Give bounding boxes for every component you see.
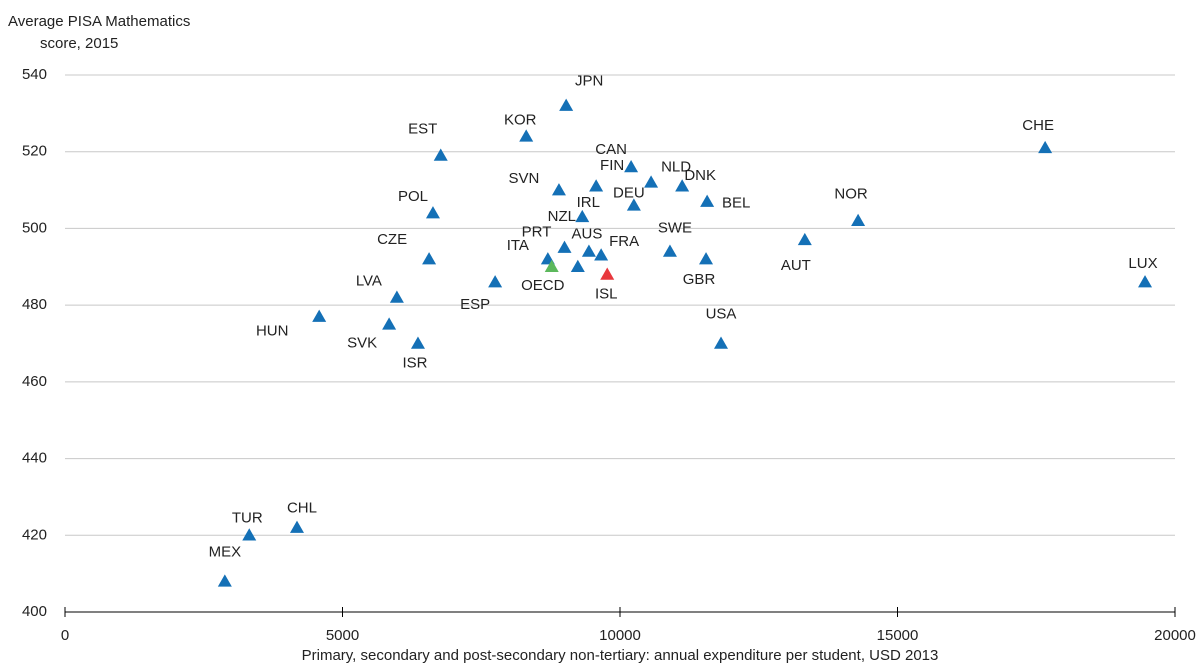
point xyxy=(425,206,440,219)
point xyxy=(551,183,566,196)
y-axis-title: score, 2015 xyxy=(40,35,118,52)
x-tick-label: 0 xyxy=(61,627,69,644)
point-label: FIN xyxy=(600,157,624,174)
point xyxy=(581,244,596,257)
point-label: CAN xyxy=(595,141,627,158)
x-axis-title: Primary, secondary and post-secondary no… xyxy=(302,647,939,664)
y-tick-label: 520 xyxy=(22,143,47,160)
point-label: TUR xyxy=(232,509,263,526)
point xyxy=(289,520,304,533)
point xyxy=(594,248,609,261)
point-label: NLD xyxy=(661,158,691,175)
point-label: MEX xyxy=(209,543,242,560)
point xyxy=(488,275,503,288)
y-tick-label: 400 xyxy=(22,603,47,620)
point-label: NOR xyxy=(834,186,868,203)
point xyxy=(600,267,615,280)
x-tick-label: 10000 xyxy=(599,627,641,644)
point xyxy=(519,129,534,142)
point xyxy=(624,160,639,173)
point xyxy=(575,209,590,223)
point-label: ESP xyxy=(460,296,490,313)
point-label: LVA xyxy=(356,272,382,289)
point xyxy=(433,148,448,161)
point xyxy=(700,194,715,207)
point xyxy=(589,179,604,192)
point xyxy=(389,290,404,303)
point xyxy=(544,259,559,273)
x-tick-label: 15000 xyxy=(877,627,919,644)
point-label: AUT xyxy=(781,257,811,274)
point xyxy=(662,244,677,257)
point xyxy=(217,574,232,587)
point-label: EST xyxy=(408,121,437,138)
point-label: BEL xyxy=(722,195,750,212)
point-label: NZL xyxy=(548,208,576,225)
point xyxy=(851,213,866,227)
point-label: POL xyxy=(398,188,428,205)
point-label: USA xyxy=(706,305,737,322)
point-label: PRT xyxy=(522,224,552,241)
point-label: CHE xyxy=(1022,117,1054,134)
point-label: FRA xyxy=(609,233,639,250)
point xyxy=(570,259,585,273)
point xyxy=(382,317,397,330)
point-label: LUX xyxy=(1128,255,1157,272)
point xyxy=(675,179,690,192)
point xyxy=(626,198,641,211)
y-tick-label: 480 xyxy=(22,296,47,313)
point xyxy=(797,232,812,246)
point-label: GBR xyxy=(683,271,716,288)
x-tick-label: 5000 xyxy=(326,627,359,644)
point-label: SVN xyxy=(509,170,540,187)
point-label: IRL xyxy=(577,194,600,211)
point-label: HUN xyxy=(256,323,289,340)
point-label: DNK xyxy=(684,167,716,184)
y-tick-label: 540 xyxy=(22,66,47,83)
point xyxy=(422,252,437,265)
point xyxy=(714,336,729,349)
point xyxy=(410,336,425,349)
point-label: ISL xyxy=(595,285,618,302)
point-label: KOR xyxy=(504,111,537,128)
point-label: CZE xyxy=(377,231,407,248)
point-label: CHL xyxy=(287,500,317,517)
y-tick-label: 460 xyxy=(22,373,47,390)
point-label: SVK xyxy=(347,334,377,351)
point-label: SWE xyxy=(658,219,692,236)
point xyxy=(559,98,574,111)
point xyxy=(699,252,714,265)
point xyxy=(312,309,327,322)
y-tick-label: 500 xyxy=(22,219,47,236)
point-label: AUS xyxy=(571,225,602,242)
y-tick-label: 440 xyxy=(22,450,47,467)
x-tick-label: 20000 xyxy=(1154,627,1196,644)
point xyxy=(1038,140,1053,154)
point-label: OECD xyxy=(521,277,565,294)
y-axis-title: Average PISA Mathematics xyxy=(8,13,190,30)
point xyxy=(1138,275,1153,288)
point-label: ISR xyxy=(402,354,427,371)
point xyxy=(242,528,257,541)
point xyxy=(557,240,572,253)
point-label: DEU xyxy=(613,184,645,201)
point xyxy=(644,175,659,188)
point-label: JPN xyxy=(575,73,603,90)
point-label: ITA xyxy=(507,237,529,254)
y-tick-label: 420 xyxy=(22,526,47,543)
